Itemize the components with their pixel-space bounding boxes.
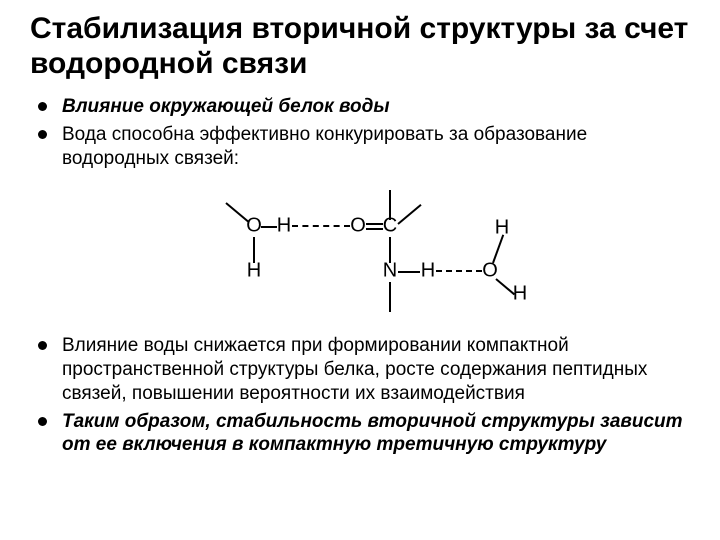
bond [436,270,482,274]
bullets-bottom: Влияние воды снижается при формировании … [36,334,690,457]
diagram-container: OHHOCNHOHH [30,176,690,326]
bond [389,190,391,220]
bond [292,225,350,229]
bond [225,202,249,223]
atom-label: N [383,260,397,283]
atom-label: H [421,260,435,283]
slide: Стабилизация вторичной структуры за счет… [0,0,720,540]
bullet-text: Влияние воды снижается при формировании … [62,335,647,404]
list-item: Влияние окружающей белок воды [36,95,690,119]
molecule-diagram: OHHOCNHOHH [190,176,530,326]
bullet-text: Вода способна эффективно конкурировать з… [62,124,587,169]
atom-label: H [247,260,261,283]
bond [389,282,391,312]
bullets-top: Влияние окружающей белок воды Вода спосо… [36,95,690,170]
bond [397,204,421,225]
list-item: Таким образом, стабильность вторичной ст… [36,410,690,458]
atom-label: O [350,215,366,238]
bullet-text: Таким образом, стабильность вторичной ст… [62,411,683,456]
bond [398,271,420,273]
bond [389,237,391,263]
atom-label: H [277,215,291,238]
bond [261,226,277,228]
list-item: Влияние воды снижается при формировании … [36,334,690,405]
bond [366,228,383,230]
atom-label: O [246,215,262,238]
atom-label: H [513,283,527,306]
bond [366,223,383,225]
bullet-text: Влияние окружающей белок воды [62,96,390,117]
slide-title: Стабилизация вторичной структуры за счет… [30,12,690,81]
bond [253,237,255,263]
list-item: Вода способна эффективно конкурировать з… [36,123,690,171]
